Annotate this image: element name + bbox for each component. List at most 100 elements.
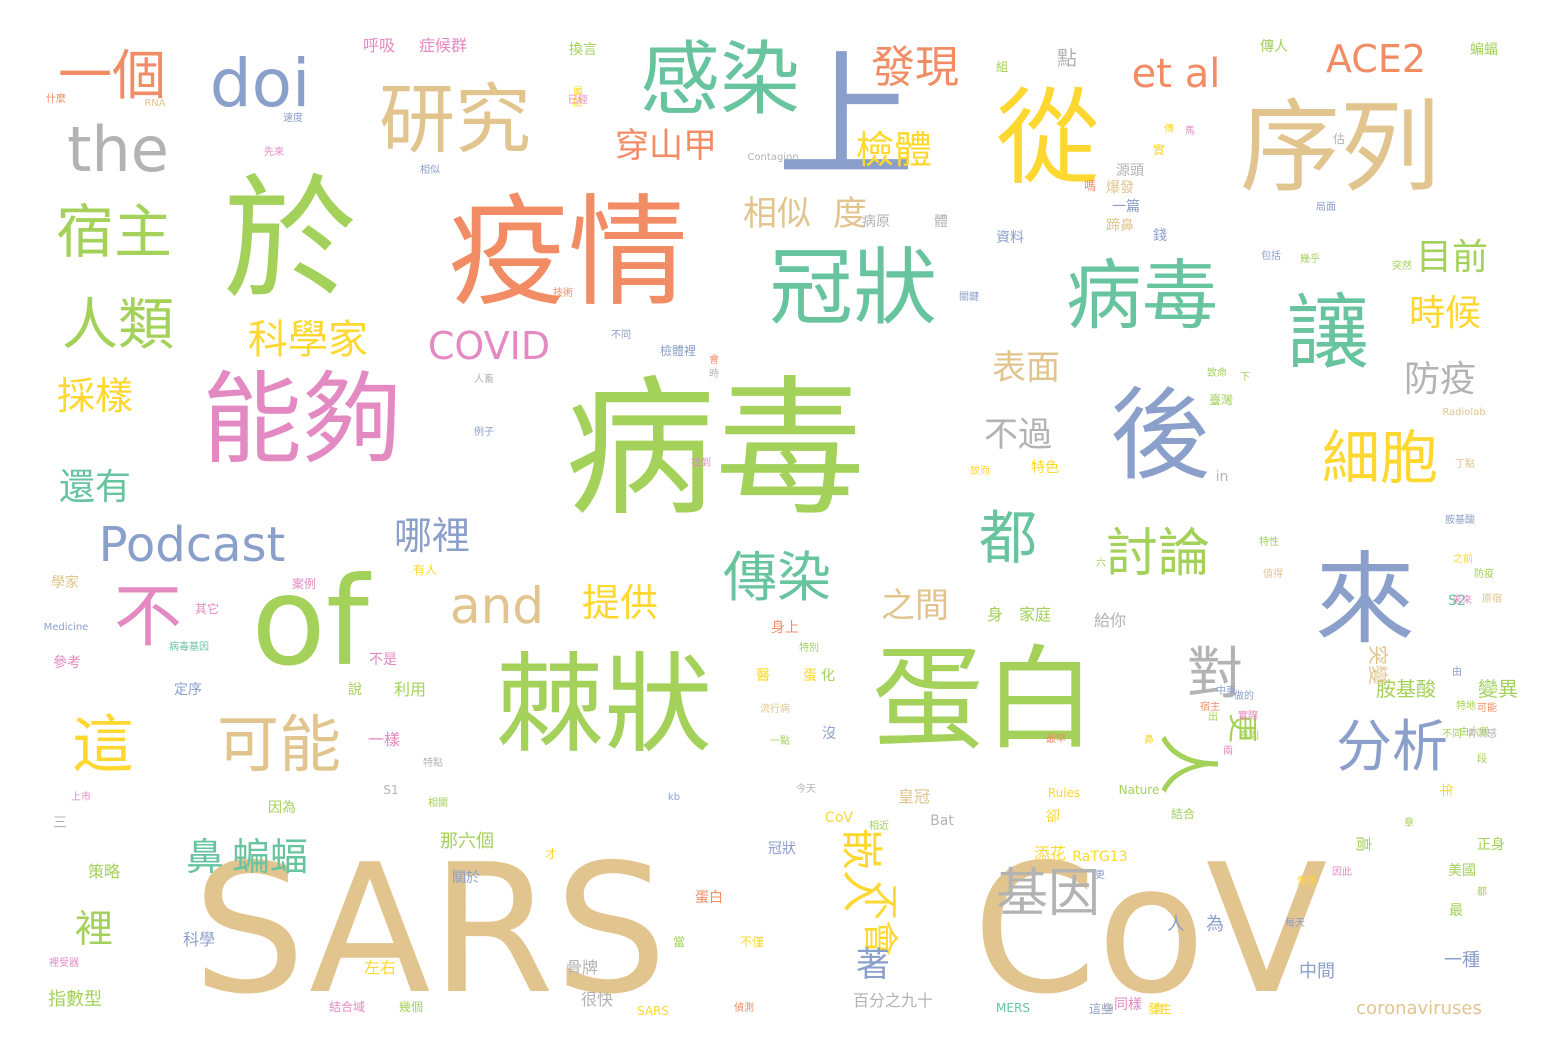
word-208: 做的 — [1234, 691, 1254, 702]
word-94: 變異 — [1478, 677, 1518, 701]
word-160: 中東 — [1216, 686, 1236, 697]
word-153: 馬 — [1185, 126, 1195, 137]
word-182: 相近 — [869, 821, 889, 832]
word-203: 未來 — [1452, 595, 1472, 606]
word-21: 一個 — [58, 44, 166, 107]
word-7: 序列 — [1240, 89, 1440, 206]
word-193: 偵測 — [734, 1003, 754, 1014]
word-215: 鼻 — [1144, 735, 1154, 746]
word-ace2-42: ACE2 — [1325, 37, 1427, 81]
word-217: 因此 — [1332, 867, 1352, 878]
word-216: 更 — [1095, 870, 1105, 881]
word-218: 都 — [1477, 887, 1487, 898]
word-205: 值得 — [1263, 569, 1283, 580]
word-147: 幾乎 — [1300, 254, 1320, 265]
word-nature-176: Nature — [1118, 783, 1160, 797]
word-133: 卻 — [1046, 809, 1060, 825]
word-radiolab-92: Radiolab — [1442, 407, 1486, 418]
word-135: 最 — [1449, 903, 1463, 919]
word-66: 病原 — [862, 214, 890, 230]
word-180: 特點 — [423, 758, 443, 769]
word-24: 不 — [113, 578, 183, 657]
word-170: 有人 — [412, 563, 438, 577]
word-43: 穿山甲 — [615, 126, 717, 166]
word-183: 像是 — [1297, 876, 1317, 887]
word-60: 裡 — [74, 907, 114, 951]
word-47: 目前 — [1415, 237, 1489, 278]
word-95: 突變 — [1366, 645, 1390, 685]
word-192: 幾個 — [398, 1000, 424, 1014]
word-209: 出 — [1208, 712, 1218, 723]
word-et-al-41: et al — [1131, 51, 1221, 97]
word-18: 研究 — [379, 75, 531, 164]
word-82: 先來 — [264, 147, 284, 158]
word-63: 呼吸 — [362, 36, 396, 55]
word-s1-104: S1 — [383, 783, 399, 797]
word-40: 發現 — [871, 42, 959, 93]
word-185: 正身 — [1477, 837, 1505, 853]
word-48: 時候 — [1408, 293, 1482, 334]
word-sars-0: SARS — [192, 826, 668, 1033]
word-198: 時 — [709, 369, 719, 380]
word-166: 最早 — [1046, 734, 1066, 745]
word-161: 流行病 — [760, 704, 790, 715]
word-187: 才 — [544, 847, 558, 861]
word-155: 傳 — [1164, 124, 1174, 135]
word-54: 之間 — [881, 586, 949, 626]
word-56: 採樣 — [56, 374, 134, 418]
word-206: 特地 — [1456, 701, 1476, 712]
word-165: 特別 — [799, 643, 819, 654]
word-149: 突然 — [1392, 261, 1412, 272]
word-163: 蛋 — [803, 668, 817, 684]
word-77: 蝙蝠 — [1470, 42, 1498, 58]
word-108: 冠狀 — [768, 841, 796, 857]
word-122: 骨牌 — [565, 958, 599, 977]
word-90: 故而 — [970, 466, 990, 477]
word-cov-1: CoV — [972, 826, 1328, 1033]
word-59: 蝙蝠 — [231, 835, 309, 879]
word-210: 直到 — [1239, 731, 1259, 742]
word-164: 化 — [821, 668, 835, 684]
word-kb-178: kb — [667, 792, 681, 803]
word-190: 裡受器 — [49, 958, 79, 969]
word-sars-138: SARS — [636, 1004, 670, 1018]
word-9: 棘狀 — [495, 643, 713, 768]
word-202: 防疫 — [1474, 569, 1494, 580]
word-49: 防疫 — [1403, 359, 1477, 400]
word-11: 後 — [1110, 377, 1210, 494]
word-45: 相似 — [743, 194, 811, 234]
word-134: 年 — [1437, 783, 1453, 797]
word-103: 一樣 — [367, 730, 401, 749]
word-144: 臺灣 — [1208, 393, 1234, 407]
word-and-28: and — [449, 577, 545, 635]
word-150: 局面 — [1316, 202, 1336, 213]
word-16: 冠狀 — [768, 239, 938, 337]
word-143: 丁點 — [1455, 459, 1475, 470]
word-93: 胺基酸 — [1376, 677, 1436, 701]
word-72: 蹄鼻 — [1106, 218, 1134, 234]
word-2: 病毒 — [564, 363, 866, 537]
word-213: 兩 — [1223, 746, 1233, 757]
word-204: 原宿 — [1482, 594, 1502, 605]
word-219: 由六個 — [1459, 727, 1489, 738]
word-58: 鼻 — [185, 835, 225, 879]
word-30: 科學家 — [248, 317, 368, 363]
word-86: 檢體裡 — [659, 344, 697, 358]
word-8: 蛋白 — [872, 635, 1096, 765]
word-188: 當 — [672, 935, 686, 949]
word-109: 那六個 — [440, 831, 494, 852]
word-124: 科學 — [182, 930, 216, 949]
word-coronaviruses-120: coronaviruses — [1356, 998, 1482, 1019]
word-127: 參考 — [53, 655, 81, 671]
word-125: 策略 — [87, 862, 121, 881]
word-44: 檢體 — [855, 128, 933, 172]
word-6: 從 — [995, 77, 1101, 199]
word-115: 為 — [1206, 914, 1224, 935]
word-156: 屬 — [573, 87, 583, 98]
word-26: 可能 — [216, 708, 342, 781]
word-69: 源頭 — [1116, 163, 1144, 179]
word-169: 案例 — [291, 577, 317, 591]
word-171: 病毒基因 — [169, 642, 209, 653]
word-the-20: the — [67, 113, 169, 186]
word-62: 著 — [856, 945, 890, 985]
